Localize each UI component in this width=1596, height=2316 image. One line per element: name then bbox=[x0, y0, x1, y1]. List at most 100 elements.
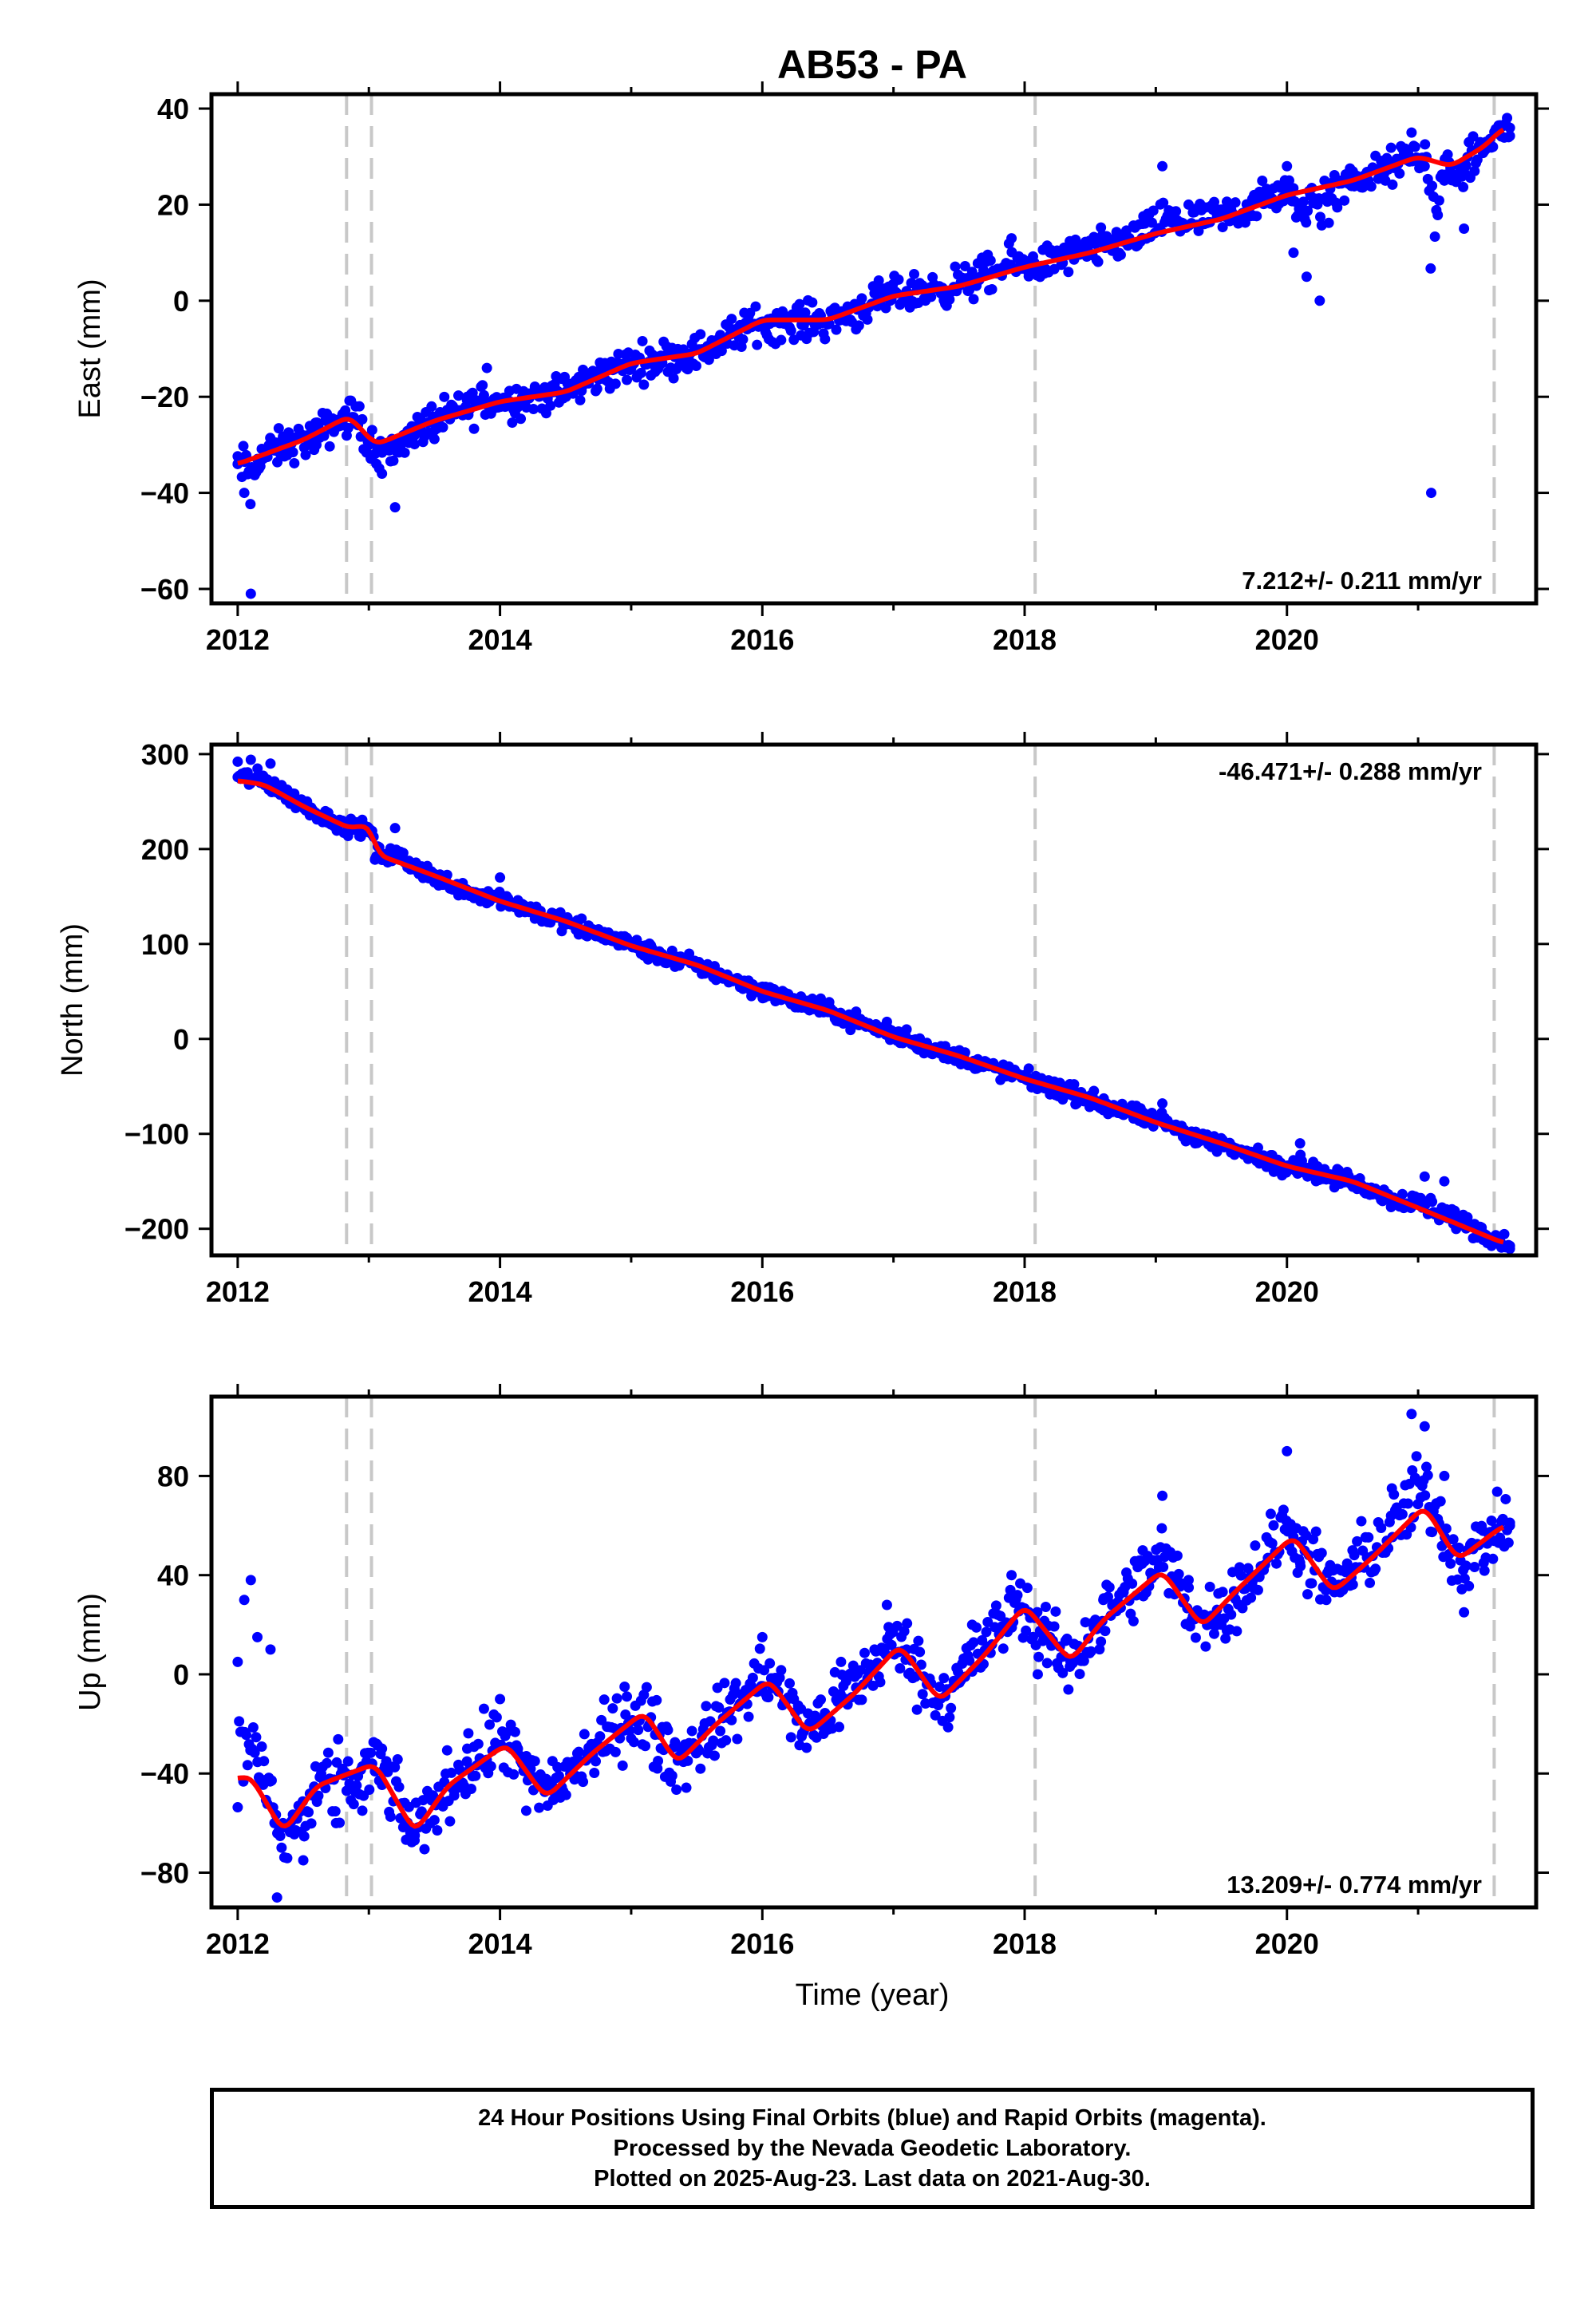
data-point bbox=[619, 931, 630, 942]
data-point bbox=[611, 1693, 622, 1704]
data-point bbox=[238, 441, 249, 452]
data-point bbox=[1157, 160, 1168, 172]
data-point bbox=[886, 1639, 897, 1650]
data-point bbox=[801, 1742, 812, 1753]
data-point bbox=[1469, 165, 1480, 176]
data-point bbox=[266, 1775, 277, 1786]
data-point bbox=[856, 293, 867, 304]
x-tick-label: 2020 bbox=[1255, 623, 1319, 656]
data-point bbox=[796, 1731, 808, 1742]
data-point bbox=[1433, 195, 1444, 206]
data-point bbox=[1427, 1527, 1438, 1538]
data-point bbox=[1301, 217, 1312, 228]
data-point bbox=[1096, 1636, 1107, 1647]
data-point bbox=[1235, 1570, 1246, 1581]
data-point bbox=[1266, 1538, 1278, 1549]
data-point bbox=[365, 1747, 377, 1758]
data-point bbox=[1479, 1565, 1490, 1576]
data-point bbox=[635, 367, 646, 378]
data-point bbox=[275, 1831, 286, 1842]
fit-curve bbox=[237, 778, 1504, 1245]
data-point bbox=[1230, 197, 1241, 208]
data-point bbox=[1425, 263, 1436, 274]
data-point bbox=[1021, 1625, 1032, 1636]
data-point bbox=[1226, 1609, 1237, 1620]
data-point bbox=[1419, 1171, 1430, 1182]
data-point bbox=[245, 499, 256, 510]
data-point bbox=[1406, 127, 1417, 138]
data-point bbox=[429, 1815, 440, 1826]
data-point bbox=[495, 1694, 506, 1705]
data-point bbox=[721, 1735, 732, 1746]
data-point bbox=[1229, 1149, 1240, 1160]
data-point bbox=[1171, 1550, 1183, 1561]
x-axis-label: Time (year) bbox=[796, 1978, 950, 2012]
data-point bbox=[1217, 222, 1228, 233]
data-point bbox=[1468, 131, 1479, 142]
data-point bbox=[820, 334, 831, 345]
data-point bbox=[481, 362, 492, 373]
data-point bbox=[917, 1689, 928, 1700]
data-point bbox=[579, 1729, 590, 1740]
x-tick-label: 2012 bbox=[206, 1275, 270, 1308]
data-point bbox=[429, 433, 440, 445]
data-point bbox=[1156, 1523, 1167, 1534]
data-point bbox=[913, 1635, 924, 1646]
data-point bbox=[705, 1716, 716, 1727]
data-point bbox=[836, 1656, 847, 1667]
data-point bbox=[1085, 1646, 1096, 1657]
data-point bbox=[1504, 122, 1515, 133]
data-point bbox=[273, 423, 284, 434]
data-point bbox=[785, 1732, 796, 1743]
data-point bbox=[1460, 160, 1472, 172]
data-point bbox=[1049, 1621, 1060, 1632]
data-point bbox=[1190, 1632, 1201, 1643]
y-tick-label: 0 bbox=[173, 285, 189, 318]
data-point bbox=[964, 1655, 975, 1666]
data-point bbox=[1208, 196, 1219, 207]
data-point bbox=[333, 1733, 344, 1745]
data-point bbox=[620, 1709, 631, 1720]
data-point bbox=[300, 449, 311, 460]
data-point bbox=[444, 1816, 456, 1827]
data-point bbox=[754, 1643, 765, 1654]
data-point bbox=[1487, 1553, 1499, 1564]
data-point bbox=[252, 1631, 263, 1642]
data-point bbox=[901, 1024, 912, 1035]
data-point bbox=[944, 1712, 955, 1723]
data-point bbox=[1033, 1651, 1045, 1662]
data-point bbox=[671, 1784, 682, 1795]
data-point bbox=[651, 1694, 662, 1705]
up-panel: 2012 2014 2016 2018 2020 −80 −40 0 40 80 Up (mm) 13… bbox=[73, 1384, 1549, 1960]
data-point bbox=[1464, 1580, 1475, 1591]
data-point bbox=[1386, 1483, 1397, 1494]
data-point bbox=[1171, 206, 1182, 217]
data-point bbox=[1419, 160, 1430, 172]
data-point bbox=[968, 1637, 979, 1648]
data-point bbox=[1294, 1557, 1306, 1568]
data-point bbox=[959, 260, 970, 271]
data-point bbox=[461, 391, 472, 402]
data-point bbox=[439, 1777, 450, 1788]
data-point bbox=[232, 756, 243, 767]
data-point bbox=[1057, 1667, 1069, 1678]
y-tick-label: 100 bbox=[141, 928, 189, 961]
north-panel: 2012 2014 2016 2018 2020 −200 −100 0 100 200 300 No… bbox=[56, 732, 1549, 1308]
data-point bbox=[463, 1728, 474, 1739]
data-point bbox=[747, 1672, 758, 1683]
data-point bbox=[1217, 1587, 1228, 1598]
data-point bbox=[776, 1665, 787, 1676]
data-point bbox=[1221, 196, 1232, 207]
data-point bbox=[439, 391, 450, 402]
data-point bbox=[652, 1763, 663, 1774]
data-point bbox=[1242, 1563, 1254, 1574]
data-point bbox=[1504, 1520, 1515, 1531]
data-point bbox=[1012, 1590, 1023, 1601]
data-point bbox=[485, 1761, 496, 1772]
data-point bbox=[1271, 1558, 1282, 1569]
data-point bbox=[1040, 1602, 1051, 1613]
data-point bbox=[242, 1760, 253, 1771]
data-point bbox=[429, 425, 440, 436]
data-point bbox=[306, 1818, 317, 1829]
data-point bbox=[715, 1725, 726, 1737]
